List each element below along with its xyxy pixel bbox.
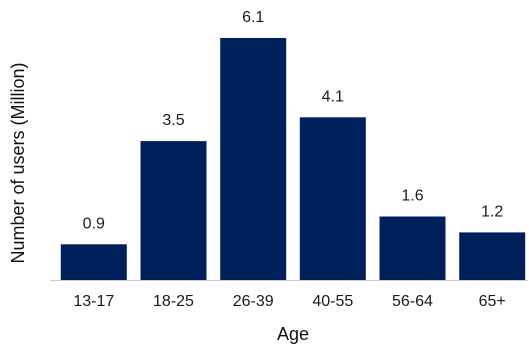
bar-65+ [459,232,526,280]
data-label-13-17: 0.9 [83,215,105,232]
x-tick-label-13-17: 13-17 [73,293,114,310]
data-label-65+: 1.2 [481,203,503,220]
x-axis-title: Age [277,324,309,344]
bar-26-39 [220,38,287,280]
bar-40-55 [299,117,366,280]
bar-18-25 [140,141,207,280]
x-tick-label-40-55: 40-55 [312,293,353,310]
x-tick-label-65+: 65+ [479,293,506,310]
data-label-56-64: 1.6 [401,188,423,205]
bar-56-64 [379,216,446,280]
data-labels-layer: 0.9 3.5 6.1 4.1 1.6 1.2 [83,9,504,232]
x-tick-label-56-64: 56-64 [392,293,433,310]
x-tick-labels-layer: 13-17 18-25 26-39 40-55 56-64 65+ [73,293,505,310]
data-label-18-25: 3.5 [162,112,184,129]
x-tick-label-18-25: 18-25 [153,293,194,310]
data-label-26-39: 6.1 [242,9,264,26]
bar-13-17 [60,244,127,280]
y-axis-title: Number of users (Million) [8,62,28,263]
bars-layer [60,38,526,280]
data-label-40-55: 4.1 [322,88,344,105]
x-tick-label-26-39: 26-39 [233,293,274,310]
